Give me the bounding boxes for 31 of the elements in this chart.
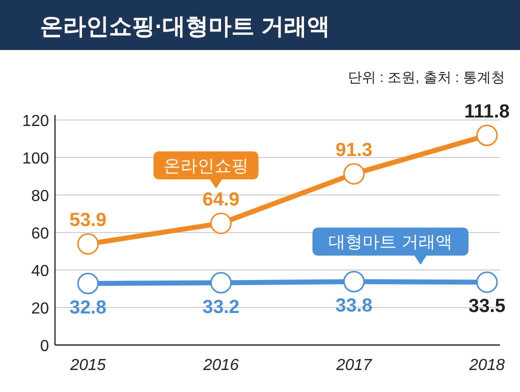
point [210,272,232,294]
chart-subtitle: 단위 : 조원, 출처 : 통계청 [348,69,505,85]
chart-title: 온라인쇼핑·대형마트 거래액 [40,13,330,39]
y-tick-label: 60 [31,226,50,242]
x-tick-label: 2016 [202,357,239,374]
text: 온라인쇼핑 [164,156,248,176]
x-tick-label: 2017 [335,357,373,374]
point [343,163,365,185]
point [77,233,99,255]
series-label: 대형마트 거래액 [328,232,452,252]
data-label: 33.5 [468,296,506,318]
y-tick-label: 120 [22,113,50,130]
y-tick-label: 80 [31,188,50,205]
point [476,124,498,146]
x-tick-label: 2015 [69,357,106,374]
x-tick-label: 2018 [468,357,505,374]
y-tick-label: 100 [22,150,50,168]
data-label: 33.8 [336,296,372,317]
point [343,270,365,292]
data-label: 64.9 [202,189,240,210]
data-label: 32.8 [70,298,106,318]
data-label: 33.2 [202,296,240,318]
y-tick-label: 40 [31,263,50,280]
data-label: 111.8 [464,101,510,122]
data-label: 91.3 [336,140,372,161]
y-tick-label: 20 [31,300,50,318]
data-label: 53.9 [70,210,106,231]
y-tick-label: 0 [40,338,50,355]
point [476,271,498,293]
point [77,272,99,294]
point [210,212,232,234]
